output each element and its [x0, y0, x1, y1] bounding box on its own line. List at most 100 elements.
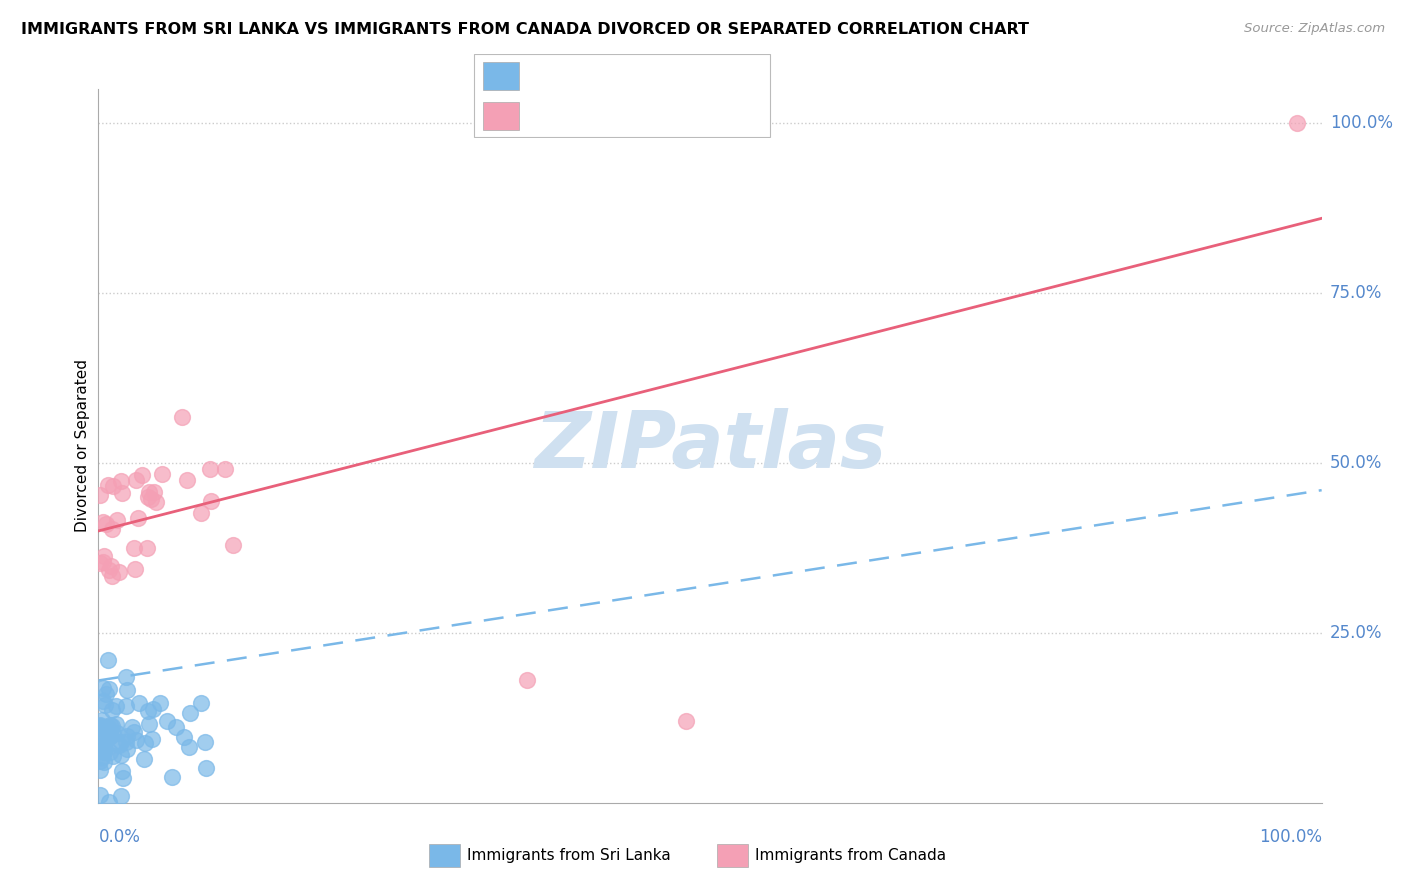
- Point: [101, 719, 124, 733]
- Point: [121, 720, 143, 734]
- Point: [94, 687, 117, 701]
- Point: [100, 730, 122, 744]
- Point: [136, 704, 159, 718]
- Text: R = 0.846: R = 0.846: [531, 108, 619, 123]
- Point: [104, 717, 127, 731]
- Point: [173, 730, 195, 744]
- Point: [91, 681, 114, 695]
- Y-axis label: Divorced or Separated: Divorced or Separated: [75, 359, 90, 533]
- Point: [179, 706, 201, 720]
- Point: [93, 549, 115, 563]
- Point: [115, 699, 138, 714]
- Text: IMMIGRANTS FROM SRI LANKA VS IMMIGRANTS FROM CANADA DIVORCED OR SEPARATED CORREL: IMMIGRANTS FROM SRI LANKA VS IMMIGRANTS …: [21, 22, 1029, 37]
- Point: [89, 788, 111, 802]
- Point: [98, 795, 121, 809]
- Point: [98, 717, 121, 731]
- Point: [198, 462, 221, 476]
- Point: [131, 467, 153, 482]
- Point: [122, 541, 145, 555]
- Point: [93, 698, 115, 713]
- Point: [108, 566, 131, 580]
- Point: [149, 697, 172, 711]
- Point: [222, 537, 245, 551]
- Point: [97, 653, 120, 667]
- Point: [117, 729, 139, 743]
- Text: 50.0%: 50.0%: [1330, 454, 1382, 472]
- Text: 75.0%: 75.0%: [1330, 284, 1382, 302]
- Point: [142, 702, 165, 716]
- Text: N = 38: N = 38: [661, 108, 721, 123]
- Point: [101, 522, 124, 536]
- FancyBboxPatch shape: [484, 102, 519, 130]
- FancyBboxPatch shape: [474, 54, 770, 137]
- Text: ZIPatlas: ZIPatlas: [534, 408, 886, 484]
- Point: [176, 473, 198, 487]
- Point: [103, 726, 125, 740]
- Point: [190, 506, 212, 520]
- Point: [105, 513, 128, 527]
- Point: [97, 720, 120, 734]
- Point: [145, 495, 167, 509]
- Point: [115, 734, 138, 748]
- Point: [90, 714, 112, 728]
- Point: [115, 682, 138, 697]
- Point: [97, 730, 120, 744]
- Point: [105, 725, 128, 739]
- Point: [97, 681, 120, 696]
- Point: [100, 569, 122, 583]
- Point: [93, 755, 115, 769]
- Point: [115, 670, 138, 684]
- Point: [91, 515, 114, 529]
- Point: [91, 750, 114, 764]
- Point: [142, 484, 165, 499]
- Text: 100.0%: 100.0%: [1330, 114, 1393, 132]
- Text: Source: ZipAtlas.com: Source: ZipAtlas.com: [1244, 22, 1385, 36]
- Point: [93, 745, 115, 759]
- Point: [93, 741, 115, 756]
- Point: [101, 479, 124, 493]
- Point: [98, 729, 121, 743]
- Point: [110, 789, 132, 803]
- Point: [138, 716, 160, 731]
- FancyBboxPatch shape: [484, 62, 519, 90]
- Point: [105, 698, 128, 713]
- Point: [200, 493, 222, 508]
- Point: [141, 732, 163, 747]
- Point: [111, 772, 134, 786]
- Point: [128, 696, 150, 710]
- Point: [194, 761, 217, 775]
- Point: [156, 714, 179, 728]
- Point: [190, 696, 212, 710]
- Point: [111, 764, 134, 778]
- Point: [165, 720, 187, 734]
- Point: [110, 735, 132, 749]
- Text: Immigrants from Canada: Immigrants from Canada: [755, 848, 946, 863]
- Point: [94, 731, 117, 746]
- Point: [93, 731, 115, 745]
- Text: R = 0.087: R = 0.087: [531, 69, 619, 84]
- Point: [98, 745, 121, 759]
- Point: [194, 734, 217, 748]
- Point: [101, 703, 124, 717]
- Point: [97, 563, 120, 577]
- Point: [89, 488, 111, 502]
- Point: [89, 741, 111, 756]
- Text: 25.0%: 25.0%: [1330, 624, 1382, 642]
- Text: 0.0%: 0.0%: [98, 828, 141, 846]
- Point: [110, 474, 132, 488]
- Point: [138, 484, 160, 499]
- Point: [125, 733, 148, 747]
- Point: [89, 719, 111, 733]
- Point: [160, 771, 183, 785]
- Point: [179, 740, 201, 755]
- Point: [127, 510, 149, 524]
- Point: [122, 724, 145, 739]
- Text: Immigrants from Sri Lanka: Immigrants from Sri Lanka: [467, 848, 671, 863]
- Point: [125, 473, 148, 487]
- Point: [1286, 116, 1309, 130]
- Point: [94, 517, 117, 532]
- Point: [100, 559, 122, 574]
- Point: [132, 751, 155, 765]
- Text: 100.0%: 100.0%: [1258, 828, 1322, 846]
- Point: [97, 478, 120, 492]
